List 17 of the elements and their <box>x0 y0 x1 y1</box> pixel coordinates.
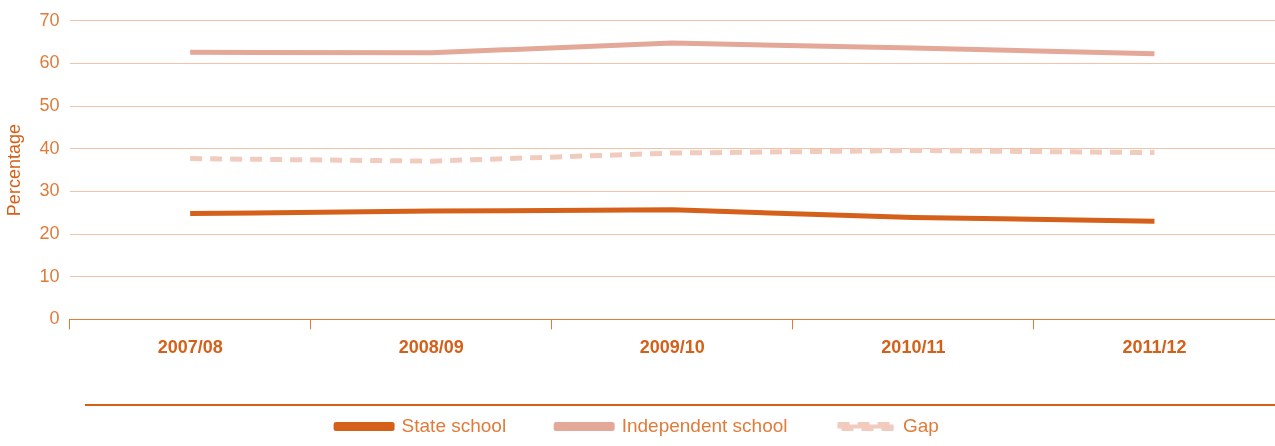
legend-label: State school <box>401 414 507 436</box>
legend-label: Gap <box>903 414 939 436</box>
y-tick-label: 20 <box>39 223 60 244</box>
y-tick-label: 60 <box>39 52 60 73</box>
x-tick-label: 2010/11 <box>881 337 946 358</box>
legend-label: Independent school <box>621 414 788 436</box>
x-tick-label: 2011/12 <box>1122 337 1187 358</box>
x-tick-label: 2009/10 <box>639 337 705 358</box>
y-tick-label: 0 <box>49 308 60 329</box>
y-tick-label: 10 <box>39 265 60 286</box>
y-tick-label: 40 <box>39 137 60 158</box>
x-tick-label: 2008/09 <box>398 337 464 358</box>
y-tick-label: 50 <box>39 95 60 116</box>
y-tick-label: 30 <box>39 180 60 201</box>
y-tick-label: 70 <box>39 9 60 30</box>
x-tick-label: 2007/08 <box>157 337 223 358</box>
y-axis-title: Percentage <box>3 124 24 217</box>
